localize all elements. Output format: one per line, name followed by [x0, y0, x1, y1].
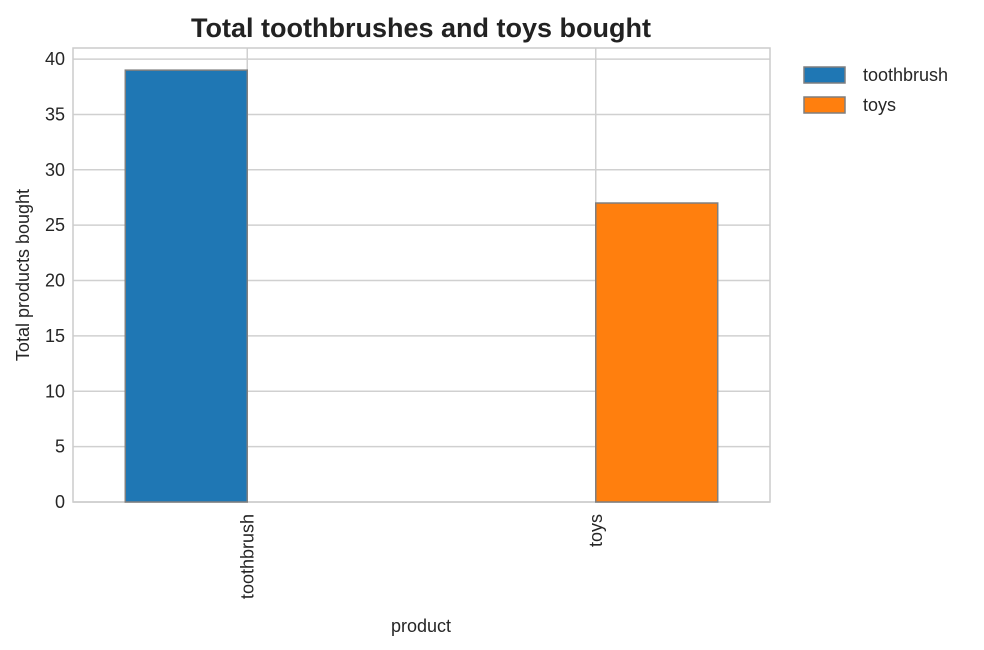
x-tick-label: toys: [586, 514, 606, 547]
bar-toys-toys: [595, 202, 719, 503]
chart-title: Total toothbrushes and toys bought: [191, 13, 651, 43]
legend-label-toys: toys: [863, 95, 896, 115]
y-tick-label: 0: [55, 492, 65, 512]
bars: [124, 69, 719, 503]
y-tick-label: 5: [55, 437, 65, 457]
bar-toothbrush-toothbrush: [124, 69, 248, 503]
y-tick-label: 15: [45, 326, 65, 346]
x-axis-label: product: [391, 616, 451, 636]
legend-label-toothbrush: toothbrush: [863, 65, 948, 85]
legend: toothbrush toys: [803, 65, 948, 115]
plot-area-frame: [72, 47, 771, 503]
y-tick-label: 30: [45, 160, 65, 180]
y-axis-label: Total products bought: [13, 189, 33, 361]
y-tick-label: 25: [45, 215, 65, 235]
legend-swatch-toothbrush: [803, 66, 846, 84]
y-tick-label: 40: [45, 49, 65, 69]
legend-swatch-toys: [803, 96, 846, 114]
y-tick-label: 20: [45, 271, 65, 291]
y-tick-label: 35: [45, 104, 65, 124]
y-tick-label: 10: [45, 381, 65, 401]
y-tick-labels: 0 5 10 15 20 25 30 35 40: [45, 49, 65, 512]
x-tick-labels: toothbrush toys: [237, 514, 606, 599]
x-tick-label: toothbrush: [237, 514, 257, 599]
